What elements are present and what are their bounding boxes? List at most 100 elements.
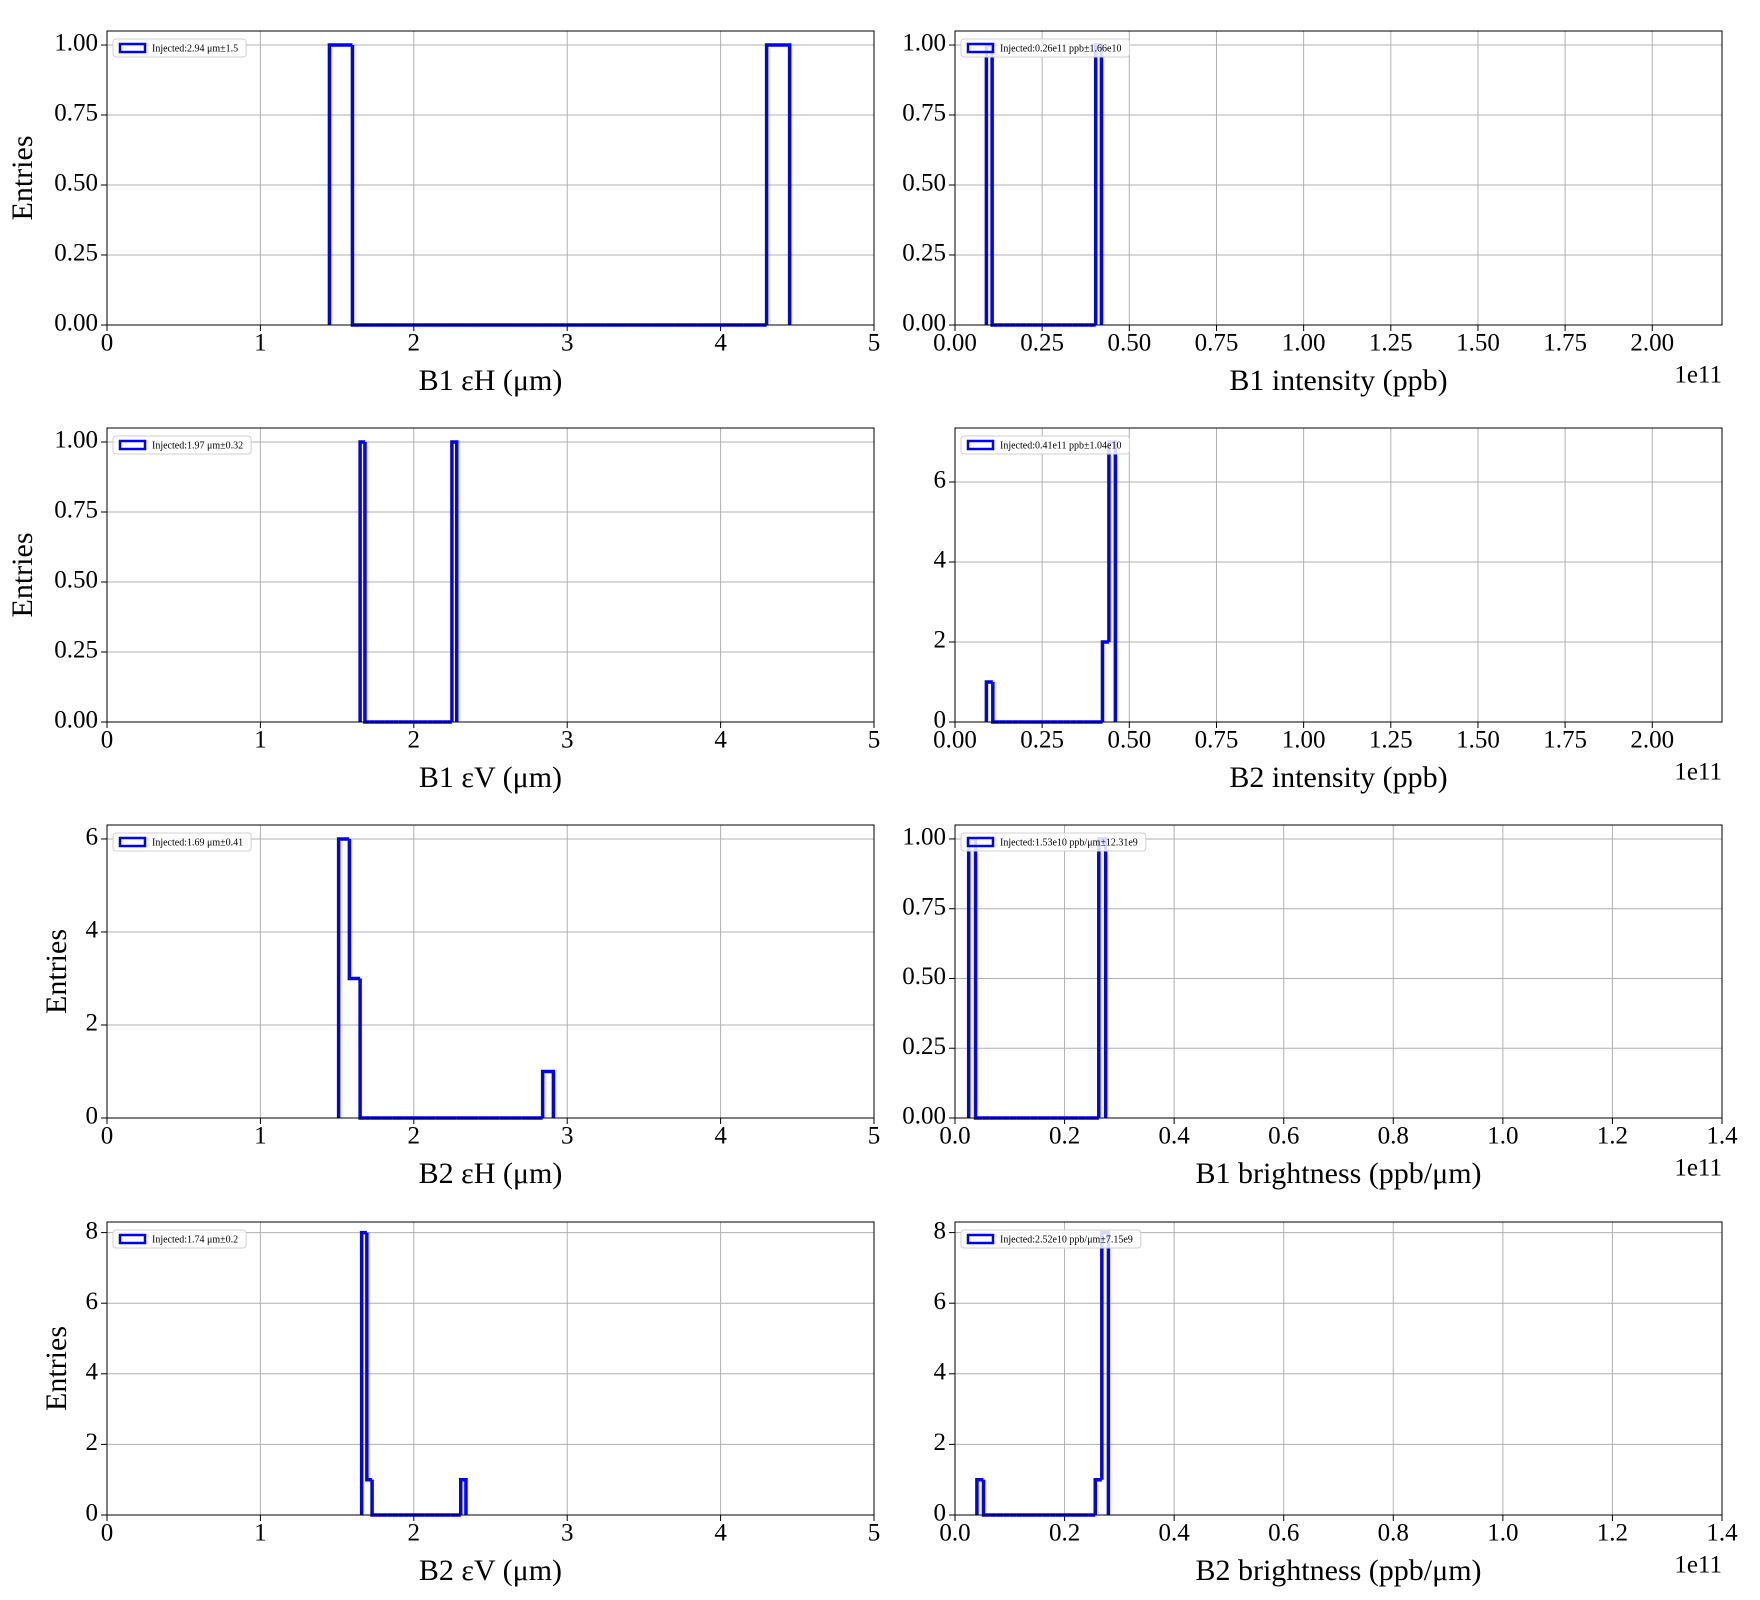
x-tick-label: 3 — [561, 1520, 574, 1547]
x-tick-label: 2.00 — [1630, 330, 1674, 357]
histogram-bin — [975, 1477, 984, 1515]
y-tick-label: 0 — [934, 1500, 947, 1527]
legend-box — [960, 435, 1130, 455]
x-tick-label: 0.6 — [1268, 1520, 1299, 1547]
axes-frame — [954, 824, 1723, 1119]
y-tick-label: 0.75 — [54, 100, 98, 127]
y-tick-label: 2 — [86, 1429, 99, 1456]
subplot: 0.00 0.25 0.50 0.75 1.00 0.00 0.25 0.50 0.75 1.00… — [902, 30, 1723, 397]
x-tick-label: 3 — [561, 1123, 574, 1150]
y-tick-label: 0.00 — [902, 1103, 946, 1130]
y-tick-label: 0.75 — [902, 893, 946, 920]
histogram-bin — [359, 1230, 367, 1515]
y-axis-label: Entries — [40, 1326, 73, 1411]
x-tick-label: 0.75 — [1195, 330, 1239, 357]
x-axis-label: B1 εH (μm) — [419, 364, 563, 397]
y-tick-label: 0.50 — [54, 567, 98, 594]
axes-frame — [954, 1221, 1723, 1516]
y-axis-label: Entries — [6, 136, 39, 221]
x-tick-label: 4 — [714, 1520, 727, 1547]
subplot: 0 2 4 6 0 1 2 3 4 5 Injected:1.69 μm±0.41 B2 εH (μm… — [40, 824, 880, 1190]
axes-frame — [106, 427, 875, 723]
x-tick-label: 1.00 — [1282, 727, 1326, 754]
y-tick-label: 4 — [86, 1359, 99, 1386]
y-tick-label: 0.00 — [902, 310, 946, 337]
x-tick-label: 2 — [408, 330, 421, 357]
subplot: 0 2 4 6 0.00 0.25 0.50 0.75 1.00 1.25 1.50 1.75 2.00… — [933, 427, 1723, 794]
legend-box — [960, 1229, 1142, 1249]
histogram-bin — [327, 43, 353, 325]
y-tick-label: 0.75 — [54, 497, 98, 524]
legend-swatch — [118, 439, 147, 451]
histogram-bin — [991, 682, 1000, 724]
y-tick-label: 0.25 — [54, 240, 98, 267]
legend-swatch — [118, 836, 147, 848]
x-tick-label: 0.25 — [1020, 330, 1064, 357]
x-tick-label: 1.0 — [1487, 1123, 1518, 1150]
x-axis-label: B2 intensity (ppb) — [1229, 761, 1447, 794]
legend-swatch — [118, 42, 147, 54]
y-tick-label: 0.00 — [54, 310, 98, 337]
histogram-bin — [370, 1479, 378, 1517]
y-tick-label: 2 — [934, 1429, 947, 1456]
x-axis-label: B1 intensity (ppb) — [1229, 364, 1447, 397]
x-tick-label: 5 — [868, 1123, 881, 1150]
subplot: 0 2 4 6 8 0.0 0.2 0.4 0.6 0.8 1.0 1.2 1.4 Injected:2.… — [934, 1217, 1739, 1587]
y-tick-label: 6 — [934, 467, 947, 494]
x-tick-label: 1.2 — [1597, 1123, 1628, 1150]
legend-box — [112, 1229, 247, 1249]
legend-label: Injected:2.52e10 ppb/μm±7.15e9 — [1000, 1234, 1133, 1245]
y-tick-label: 4 — [934, 1359, 947, 1386]
x-tick-label: 5 — [868, 330, 881, 357]
y-tick-label: 0.50 — [902, 963, 946, 990]
x-tick-label: 0 — [101, 330, 114, 357]
x-axis-label: B2 brightness (ppb/μm) — [1195, 1554, 1481, 1587]
y-tick-label: 1.00 — [902, 30, 946, 57]
y-axis-label: Entries — [40, 929, 73, 1014]
y-axis-label: Entries — [6, 533, 39, 618]
legend-swatch — [966, 1233, 995, 1245]
x-tick-label: 1.2 — [1597, 1520, 1628, 1547]
axes-frame — [106, 30, 875, 326]
x-tick-label: 1.25 — [1369, 727, 1413, 754]
x-tick-label: 0.0 — [939, 1520, 970, 1547]
x-tick-label: 5 — [868, 1520, 881, 1547]
x-tick-label: 0.0 — [939, 1123, 970, 1150]
legend-label: Injected:0.41e11 ppb±1.04e10 — [1000, 440, 1121, 451]
x-tick-label: 3 — [561, 330, 574, 357]
x-tick-label: 0.2 — [1049, 1123, 1080, 1150]
histogram-bin — [1093, 1477, 1102, 1515]
y-tick-label: 0.25 — [902, 1033, 946, 1060]
x-tick-label: 0.4 — [1159, 1520, 1191, 1547]
y-tick-label: 0.25 — [54, 637, 98, 664]
x-tick-label: 4 — [714, 330, 727, 357]
histogram-bin — [1100, 640, 1109, 722]
x-tick-label: 2 — [408, 1520, 421, 1547]
x-offset-text: 1e11 — [1674, 1552, 1722, 1579]
y-tick-label: 0.50 — [54, 170, 98, 197]
x-tick-label: 2 — [408, 1123, 421, 1150]
legend-swatch — [966, 42, 995, 54]
subplot: 0 2 4 6 8 0 1 2 3 4 5 Injected:1.74 μm±0.2 B2 εV (μm… — [40, 1217, 880, 1587]
histogram-bin — [458, 1477, 468, 1515]
y-tick-label: 6 — [934, 1288, 947, 1315]
x-tick-label: 0.6 — [1268, 1123, 1299, 1150]
legend-swatch — [966, 439, 995, 451]
y-tick-label: 6 — [86, 824, 99, 851]
x-tick-label: 0.8 — [1378, 1520, 1409, 1547]
histogram-bin — [358, 978, 371, 1120]
x-tick-label: 1.4 — [1706, 1520, 1738, 1547]
axes-frame — [954, 30, 1723, 326]
x-tick-label: 0 — [101, 1123, 114, 1150]
legend-label: Injected:1.69 μm±0.41 — [152, 837, 243, 848]
x-tick-label: 2 — [408, 727, 421, 754]
histogram-bin — [450, 440, 459, 722]
x-tick-label: 0.00 — [933, 330, 977, 357]
x-tick-label: 0.4 — [1159, 1123, 1191, 1150]
x-tick-label: 5 — [868, 727, 881, 754]
y-tick-label: 2 — [934, 627, 947, 654]
x-axis-label: B1 brightness (ppb/μm) — [1195, 1157, 1481, 1190]
x-tick-label: 4 — [714, 727, 727, 754]
legend-box — [112, 832, 252, 852]
